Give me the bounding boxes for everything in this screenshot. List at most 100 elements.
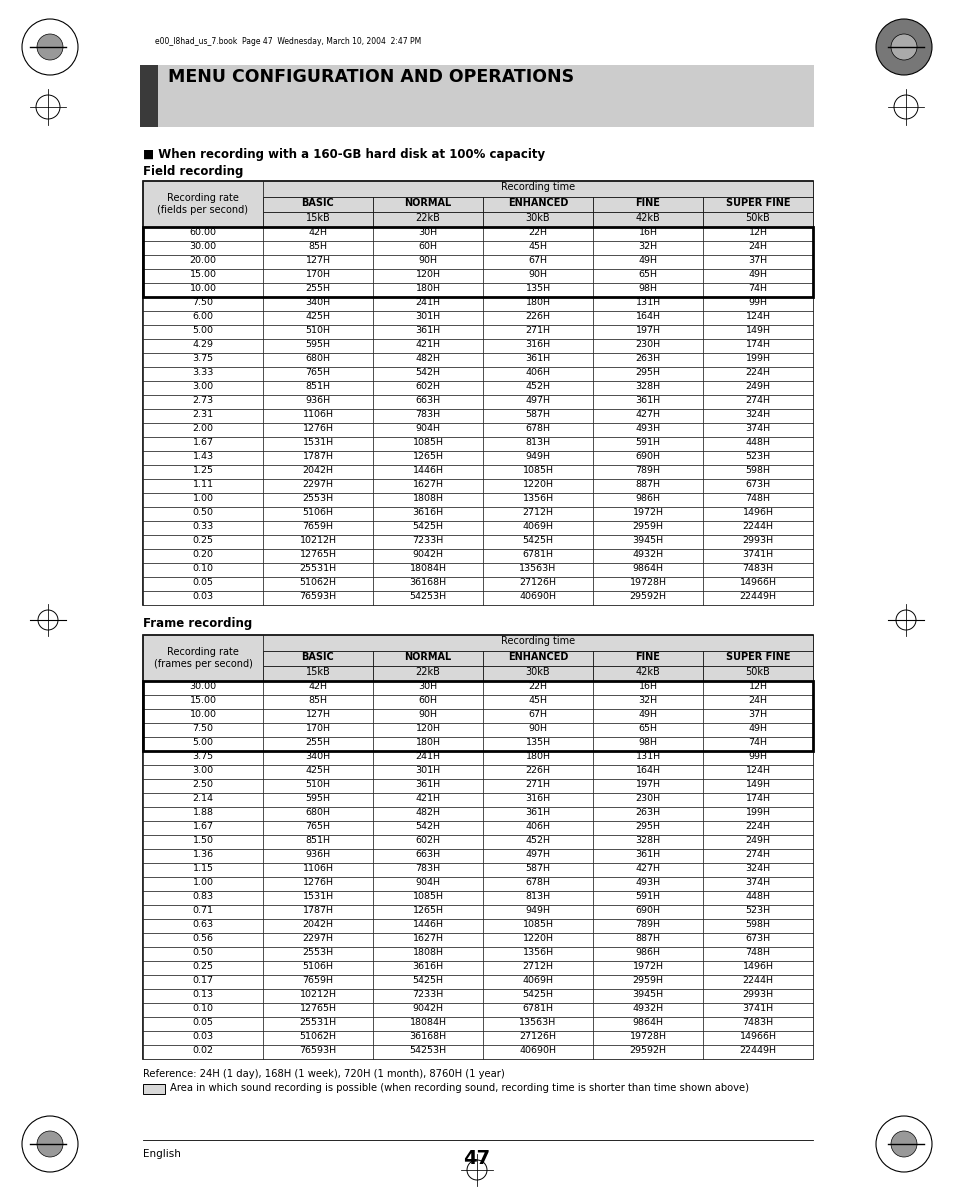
Text: 1627H: 1627H	[412, 480, 443, 490]
Text: 271H: 271H	[525, 326, 550, 335]
Text: 851H: 851H	[305, 382, 330, 391]
Text: 497H: 497H	[525, 395, 550, 405]
Bar	[482, 696, 593, 709]
Bar	[482, 507, 593, 520]
Text: 9864H: 9864H	[632, 565, 662, 573]
Text: 295H: 295H	[635, 822, 659, 831]
Bar	[593, 666, 702, 681]
Text: Field recording: Field recording	[143, 166, 243, 177]
Text: 255H: 255H	[305, 283, 330, 293]
Text: ENHANCED: ENHANCED	[507, 198, 568, 208]
Text: 90H: 90H	[528, 724, 547, 732]
Text: 3.33: 3.33	[193, 368, 213, 378]
Bar	[263, 651, 373, 666]
Text: 0.02: 0.02	[193, 1046, 213, 1055]
Bar	[593, 1003, 702, 1017]
Bar	[482, 807, 593, 821]
Text: 42H: 42H	[308, 682, 327, 691]
Text: 226H: 226H	[525, 766, 550, 775]
Text: 49H: 49H	[748, 270, 767, 279]
Text: 0.33: 0.33	[193, 522, 213, 531]
Text: 936H: 936H	[305, 395, 331, 405]
Text: 3.00: 3.00	[193, 382, 213, 391]
Bar	[482, 255, 593, 269]
Text: 32H: 32H	[638, 242, 657, 251]
Text: 10212H: 10212H	[299, 990, 336, 999]
Bar	[702, 1031, 812, 1045]
Bar	[373, 311, 482, 325]
Bar	[143, 961, 263, 975]
Bar	[373, 1003, 482, 1017]
Bar	[593, 381, 702, 395]
Bar	[593, 961, 702, 975]
Text: 54253H: 54253H	[409, 1046, 446, 1055]
Bar	[263, 863, 373, 877]
Text: 135H: 135H	[525, 738, 550, 747]
Text: 76593H: 76593H	[299, 592, 336, 601]
Bar	[373, 793, 482, 807]
Text: 361H: 361H	[525, 807, 550, 817]
Bar	[702, 779, 812, 793]
Text: 510H: 510H	[305, 780, 330, 788]
Bar	[482, 353, 593, 367]
Bar	[263, 891, 373, 905]
Text: 887H: 887H	[635, 480, 659, 490]
Text: 542H: 542H	[416, 368, 440, 378]
Bar	[702, 961, 812, 975]
Bar	[263, 849, 373, 863]
Bar	[482, 1003, 593, 1017]
Bar	[702, 752, 812, 765]
Bar	[263, 451, 373, 464]
Bar	[143, 549, 263, 563]
Text: 1220H: 1220H	[522, 934, 553, 943]
Bar	[482, 877, 593, 891]
Bar	[593, 807, 702, 821]
Text: 42H: 42H	[308, 227, 327, 237]
Text: 1.50: 1.50	[193, 836, 213, 844]
Bar	[482, 863, 593, 877]
Text: 199H: 199H	[744, 354, 770, 363]
Bar	[263, 381, 373, 395]
Text: 15kB: 15kB	[305, 213, 330, 223]
Text: 673H: 673H	[744, 480, 770, 490]
Bar	[702, 891, 812, 905]
Text: 340H: 340H	[305, 298, 331, 307]
Bar	[373, 821, 482, 835]
Bar	[593, 255, 702, 269]
Text: MENU CONFIGURATION AND OPERATIONS: MENU CONFIGURATION AND OPERATIONS	[168, 68, 574, 86]
Text: 127H: 127H	[305, 256, 330, 266]
Bar	[263, 807, 373, 821]
Text: Area in which sound recording is possible (when recording sound, recording time : Area in which sound recording is possibl…	[170, 1083, 748, 1093]
Bar	[482, 227, 593, 241]
Bar	[702, 197, 812, 212]
Circle shape	[890, 1131, 916, 1156]
Text: 316H: 316H	[525, 794, 550, 803]
Bar	[373, 325, 482, 339]
Text: 0.50: 0.50	[193, 509, 213, 517]
Text: 180H: 180H	[416, 283, 440, 293]
Text: 45H: 45H	[528, 242, 547, 251]
Bar	[702, 283, 812, 297]
Text: 1.67: 1.67	[193, 438, 213, 447]
Text: 1356H: 1356H	[522, 948, 553, 958]
Bar	[702, 863, 812, 877]
Text: English: English	[143, 1149, 181, 1159]
Bar	[263, 1045, 373, 1059]
Text: 22H: 22H	[528, 227, 547, 237]
Bar	[482, 975, 593, 989]
Text: 427H: 427H	[635, 410, 659, 419]
Bar	[143, 535, 263, 549]
Bar	[373, 933, 482, 947]
Bar	[373, 197, 482, 212]
Text: 49H: 49H	[638, 256, 657, 266]
Bar	[702, 297, 812, 311]
Circle shape	[22, 19, 78, 75]
Text: 2.31: 2.31	[193, 410, 213, 419]
Text: 12H: 12H	[748, 682, 767, 691]
Bar	[593, 367, 702, 381]
Bar	[373, 835, 482, 849]
Bar	[593, 269, 702, 283]
Text: 7483H: 7483H	[741, 565, 773, 573]
Text: 406H: 406H	[525, 822, 550, 831]
Bar	[143, 353, 263, 367]
